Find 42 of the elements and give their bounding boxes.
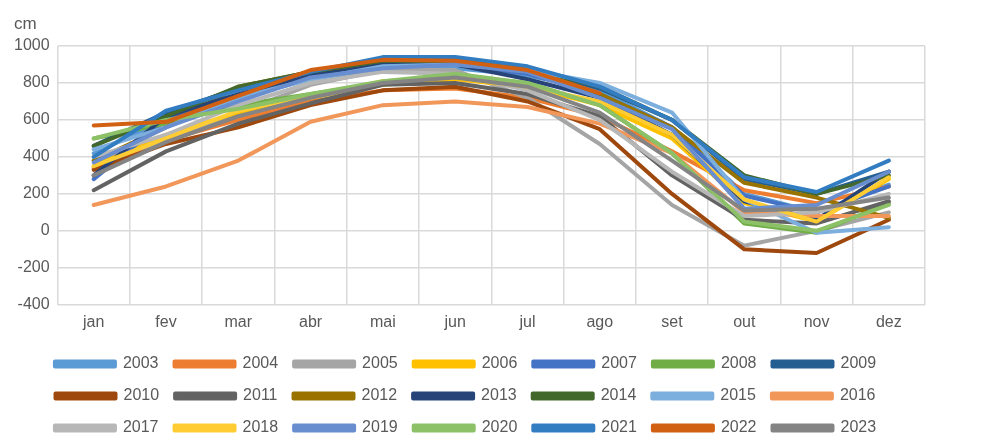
legend-label: 2023 [840, 418, 877, 436]
y-tick-label: 200 [22, 184, 50, 202]
legend-label: 2018 [242, 418, 279, 436]
legend-label: 2013 [481, 386, 517, 404]
legend-label: 2009 [840, 354, 877, 372]
legend-label: 2019 [362, 418, 398, 436]
x-tick-label: jul [518, 312, 536, 330]
x-tick-label: jun [443, 312, 466, 330]
legend-label: 2016 [839, 386, 876, 404]
x-tick-label: fev [155, 312, 177, 330]
x-tick-label: mai [369, 312, 396, 330]
legend-label: 2010 [123, 386, 160, 404]
legend-label: 2008 [720, 354, 757, 372]
legend-label: 2005 [362, 354, 398, 372]
y-tick-label: 800 [22, 73, 50, 91]
x-tick-label: nov [803, 312, 830, 330]
x-tick-label: dez [875, 312, 902, 330]
legend-label: 2014 [600, 386, 637, 404]
legend-label: 2012 [361, 386, 398, 404]
legend-label: 2022 [720, 418, 757, 436]
y-tick-label: 1000 [14, 36, 50, 54]
legend-label: 2017 [122, 418, 159, 436]
legend-label: 2015 [720, 386, 756, 404]
y-axis-title: cm [14, 14, 37, 34]
y-tick-label: 0 [40, 221, 50, 239]
x-tick-label: jan [82, 312, 105, 330]
legend-label: 2021 [601, 418, 637, 436]
x-tick-label: set [661, 312, 684, 330]
y-tick-label: -400 [17, 295, 50, 313]
y-tick-label: -200 [17, 258, 50, 276]
x-tick-label: abr [299, 312, 323, 330]
y-tick-label: 400 [22, 147, 50, 165]
legend-label: 2003 [122, 354, 159, 372]
legend-label: 2004 [242, 354, 279, 372]
x-tick-label: ago [586, 312, 614, 330]
legend-label: 2020 [481, 418, 518, 436]
legend-label: 2011 [243, 386, 278, 404]
x-tick-label: mar [224, 312, 253, 330]
x-tick-label: out [733, 312, 756, 330]
y-tick-label: 600 [22, 110, 50, 128]
legend-label: 2007 [601, 354, 637, 372]
legend-label: 2006 [481, 354, 518, 372]
